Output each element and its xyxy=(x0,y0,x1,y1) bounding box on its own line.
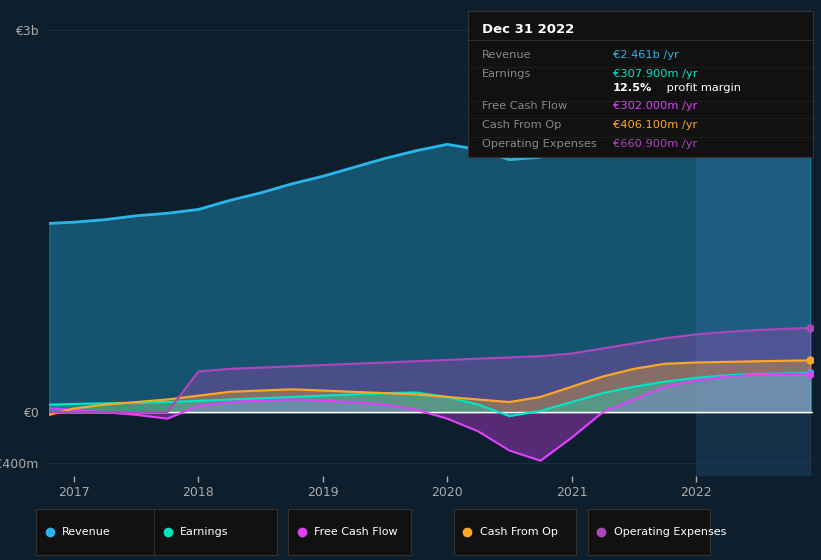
FancyBboxPatch shape xyxy=(588,510,710,554)
Text: Operating Expenses: Operating Expenses xyxy=(482,139,597,149)
FancyBboxPatch shape xyxy=(154,510,277,554)
Text: €2.461b /yr: €2.461b /yr xyxy=(612,50,679,60)
Text: Cash From Op: Cash From Op xyxy=(482,120,561,130)
Text: Revenue: Revenue xyxy=(482,50,531,60)
Text: Free Cash Flow: Free Cash Flow xyxy=(482,101,567,111)
Text: €406.100m /yr: €406.100m /yr xyxy=(612,120,697,130)
Text: profit margin: profit margin xyxy=(663,83,741,94)
Text: Revenue: Revenue xyxy=(62,527,111,537)
Text: Cash From Op: Cash From Op xyxy=(479,527,557,537)
Text: Dec 31 2022: Dec 31 2022 xyxy=(482,23,574,36)
Text: Free Cash Flow: Free Cash Flow xyxy=(314,527,398,537)
Bar xyxy=(696,17,810,476)
Text: €302.000m /yr: €302.000m /yr xyxy=(612,101,697,111)
Text: Earnings: Earnings xyxy=(181,527,229,537)
FancyBboxPatch shape xyxy=(288,510,410,554)
Text: Operating Expenses: Operating Expenses xyxy=(614,527,727,537)
FancyBboxPatch shape xyxy=(36,510,158,554)
Text: €660.900m /yr: €660.900m /yr xyxy=(612,139,697,149)
FancyBboxPatch shape xyxy=(454,510,576,554)
Text: Earnings: Earnings xyxy=(482,69,531,79)
Text: €307.900m /yr: €307.900m /yr xyxy=(612,69,697,79)
Text: 12.5%: 12.5% xyxy=(612,83,652,94)
